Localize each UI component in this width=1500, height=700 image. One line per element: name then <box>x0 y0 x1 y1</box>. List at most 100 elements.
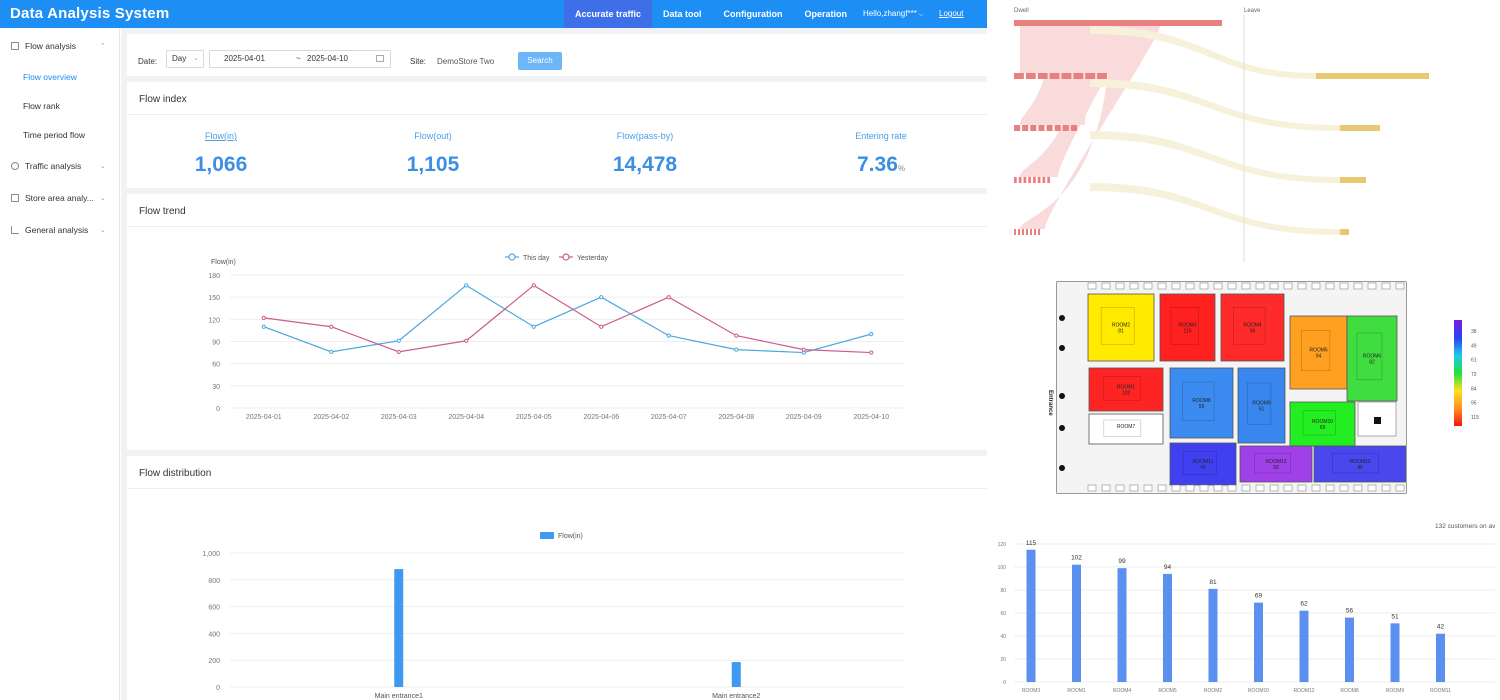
room-blank-marker <box>1374 417 1381 424</box>
y-tick-label: 150 <box>208 295 220 302</box>
wall-fixture <box>1283 282 1293 290</box>
kpi-value: 1,066 <box>146 153 296 177</box>
marker-icon <box>1059 393 1065 399</box>
user-greeting[interactable]: Hello,zhangf*** ⌵ <box>863 9 923 19</box>
sankey-node-dwell <box>1030 125 1037 131</box>
kpi-value: 1,105 <box>358 153 508 177</box>
sankey-node-dwell <box>1037 177 1041 183</box>
sidebar-item-flow-overview[interactable]: Flow overview <box>23 72 77 82</box>
x-tick-label: Main entrance2 <box>712 693 760 700</box>
period-select[interactable]: Day ⌄ <box>166 50 204 68</box>
room-bar-chart: 132 customers on av 0 20 40 60 80 100 120 115 ROO… <box>998 523 1496 694</box>
nav-configuration[interactable]: Configuration <box>723 9 783 19</box>
marker-icon <box>1059 425 1065 431</box>
kpi-flow-out: Flow(out) 1,105 <box>358 131 508 177</box>
date-range-picker[interactable]: 2025-04-01 ~ 2025-04-10 <box>209 50 391 68</box>
room-value: 40 <box>1357 465 1363 471</box>
bar-room1 <box>1072 564 1081 682</box>
sidebar-item-flow-rank[interactable]: Flow rank <box>23 101 60 111</box>
end-date: 2025-04-10 <box>307 54 348 63</box>
wall-fixture <box>1227 282 1237 290</box>
sankey-node-dwell <box>1042 177 1046 183</box>
room-fill <box>1313 445 1407 483</box>
sidebar-item-general-analysis[interactable]: General analysis ⌄ <box>0 225 120 235</box>
wall-fixture <box>1297 484 1307 492</box>
room-name: ROOM12 <box>1265 459 1286 465</box>
sankey-node-leave <box>1340 125 1380 131</box>
wall-fixture <box>1199 282 1209 290</box>
kpi-flow-in[interactable]: Flow(in) 1,066 <box>146 131 296 177</box>
x-tick-label: 2025-04-06 <box>583 414 619 421</box>
kpi-number: 7.36 <box>857 153 898 176</box>
logout-link[interactable]: Logout <box>939 9 964 18</box>
wall-fixture <box>1353 282 1363 290</box>
chevron-up-icon: ⌃ <box>100 43 106 50</box>
nav-accurate-traffic[interactable]: Accurate traffic <box>564 0 653 28</box>
sankey-node-dwell <box>1054 125 1061 131</box>
chevron-down-icon: ⌄ <box>193 55 199 62</box>
x-tick-label: ROOM12 <box>1293 688 1314 694</box>
sidebar-item-traffic-analysis[interactable]: Traffic analysis ⌄ <box>0 161 120 171</box>
sidebar-item-store-area[interactable]: Store area analy... ⌄ <box>0 193 120 203</box>
room-value: 81 <box>1118 329 1124 335</box>
room-fill <box>1346 315 1398 402</box>
kpi-label[interactable]: Flow(in) <box>204 131 237 141</box>
wall-fixture <box>1395 484 1405 492</box>
wall-fixture <box>1381 282 1391 290</box>
sidebar-item-label: Traffic analysis <box>25 161 82 171</box>
sankey-node-dwell <box>1062 125 1069 131</box>
sankey-node-dwell <box>1030 229 1032 235</box>
bar-main-entrance2 <box>731 662 741 687</box>
data-point <box>329 349 334 354</box>
sankey-node-dwell <box>1022 229 1024 235</box>
chevron-down-icon: ⌄ <box>100 195 106 202</box>
kpi-number: 1,105 <box>406 153 460 176</box>
nav-data-tool[interactable]: Data tool <box>663 9 702 19</box>
room-furniture <box>1233 307 1266 345</box>
x-tick-label: ROOM9 <box>1386 688 1405 694</box>
bar-room10 <box>1254 602 1263 682</box>
sankey-node-dwell <box>1049 73 1060 79</box>
sidebar-item-time-period-flow[interactable]: Time period flow <box>23 130 86 140</box>
sankey-node-dwell <box>1018 177 1022 183</box>
x-tick-label: 2025-04-07 <box>651 414 687 421</box>
wall-fixture <box>1255 484 1265 492</box>
wall-fixture <box>1227 484 1237 492</box>
legend-gradient <box>1454 320 1462 426</box>
data-point <box>666 333 671 338</box>
y-tick-label: 180 <box>208 273 220 280</box>
room-furniture <box>1182 381 1215 421</box>
y-tick-label: 0 <box>1003 680 1006 686</box>
start-date: 2025-04-01 <box>224 54 265 63</box>
room-furniture <box>1247 382 1272 425</box>
sankey-node-dwell <box>1026 229 1028 235</box>
sidebar-item-flow-analysis[interactable]: Flow analysis ⌃ <box>0 41 120 51</box>
data-point <box>396 338 401 343</box>
data-label: 56 <box>1346 608 1354 615</box>
wall-fixture <box>1101 484 1111 492</box>
sidebar-item-label: Store area analy... <box>25 193 94 203</box>
bar-room9 <box>1390 623 1400 682</box>
y-tick-label: 90 <box>212 340 220 347</box>
kpi-number: 14,478 <box>612 153 678 176</box>
sankey-node-dwell <box>1046 125 1053 131</box>
wall-fixture <box>1269 282 1279 290</box>
data-label: 115 <box>1026 540 1037 547</box>
site-value[interactable]: DemoStore Two <box>437 57 495 66</box>
nav-operation[interactable]: Operation <box>804 9 848 19</box>
x-tick-label: ROOM10 <box>1248 688 1269 694</box>
chart-icon <box>11 226 19 234</box>
kpi-value: 14,478 <box>570 153 720 177</box>
sankey-link-dwell <box>1020 26 1130 177</box>
wall-fixture <box>1311 282 1321 290</box>
room-value: 102 <box>1122 391 1131 397</box>
room-name: ROOM10 <box>1312 419 1333 425</box>
x-tick-label: ROOM3 <box>1022 688 1041 694</box>
flow-trend-chart: 0 30 60 90 120 150 180 Flow(in) 2025-04-01 2025-0… <box>208 253 905 421</box>
room-furniture <box>1356 332 1383 381</box>
search-button[interactable]: Search <box>518 52 562 70</box>
